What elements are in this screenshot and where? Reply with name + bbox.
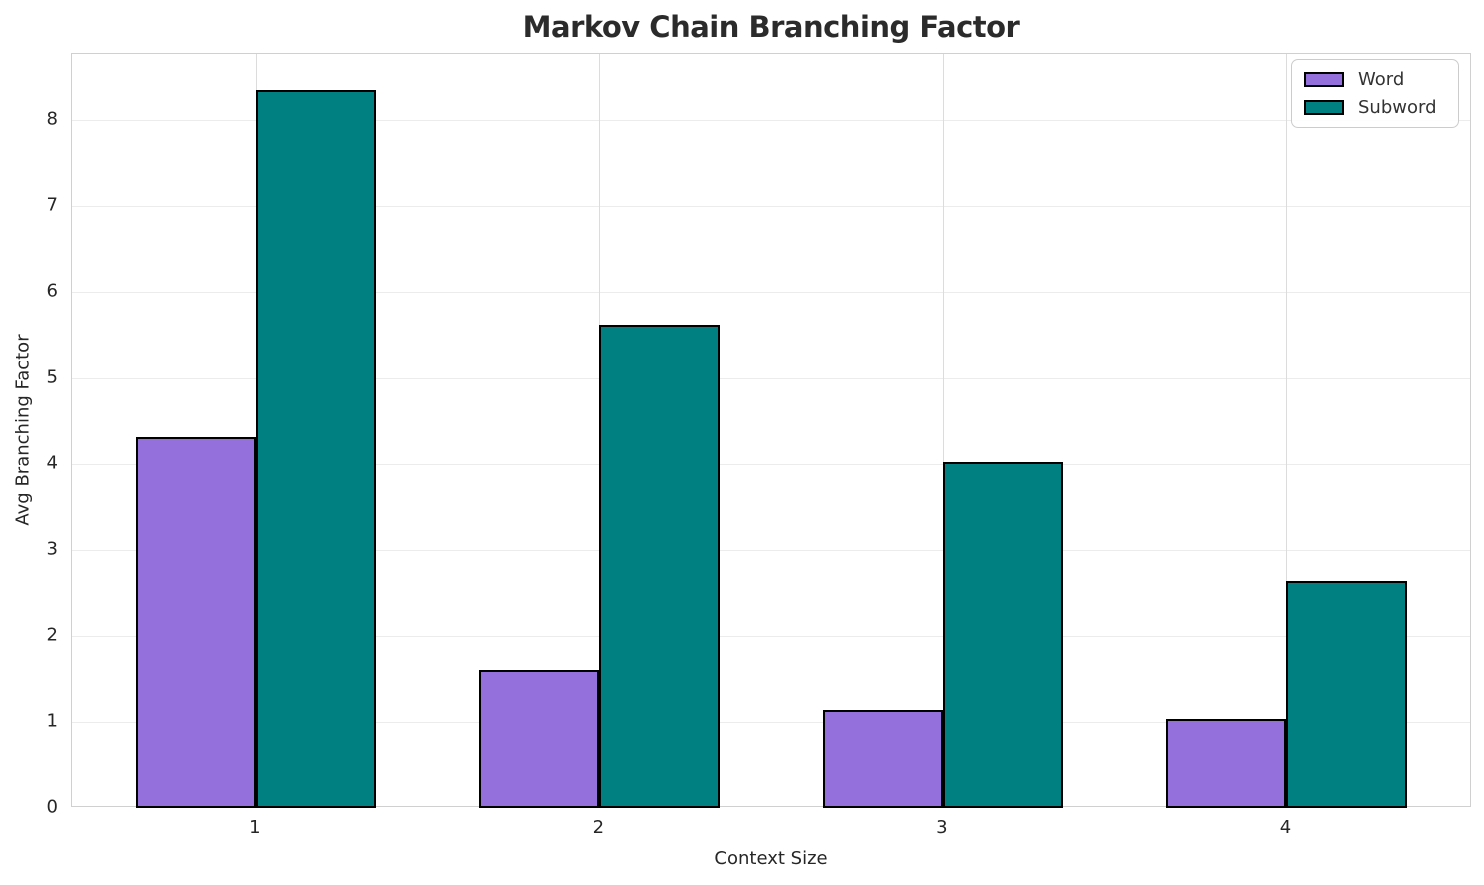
bar-word-x2 — [479, 670, 600, 808]
y-tick-label: 3 — [46, 538, 58, 560]
x-gridline — [1286, 54, 1288, 806]
y-gridline — [72, 206, 1470, 208]
bar-word-x1 — [135, 437, 256, 808]
bar-word-x4 — [1166, 719, 1287, 808]
bar-subword-x2 — [599, 324, 720, 808]
bar-word-x3 — [822, 709, 943, 808]
y-gridline — [72, 378, 1470, 380]
bar-subword-x1 — [255, 90, 377, 808]
legend-swatch-icon — [1304, 100, 1344, 115]
y-tick-label: 1 — [46, 710, 58, 732]
x-tick-label: 4 — [1279, 817, 1292, 838]
legend-label: Subword — [1358, 97, 1437, 118]
y-gridline — [72, 120, 1470, 122]
y-tick-label: 7 — [46, 194, 58, 216]
y-gridline — [72, 464, 1470, 466]
x-axis-label: Context Size — [714, 848, 828, 869]
legend-item: Word — [1304, 69, 1446, 90]
legend-swatch-icon — [1304, 72, 1344, 87]
y-gridline — [72, 550, 1470, 552]
legend-item: Subword — [1304, 97, 1446, 118]
y-tick-label: 5 — [46, 366, 58, 388]
bar-subword-x4 — [1286, 581, 1407, 808]
plot-area — [71, 53, 1471, 808]
y-axis-label: Avg Branching Factor — [12, 334, 34, 526]
chart-title: Markov Chain Branching Factor — [522, 10, 1020, 44]
legend: Word Subword — [1291, 59, 1459, 128]
legend-label: Word — [1358, 69, 1405, 90]
x-tick-label: 3 — [936, 817, 948, 838]
y-tick-label: 8 — [46, 108, 58, 130]
y-gridline — [72, 722, 1470, 724]
y-gridline — [72, 292, 1470, 294]
x-gridline — [942, 54, 944, 806]
y-tick-label: 0 — [46, 796, 58, 818]
bar-subword-x3 — [942, 462, 1064, 808]
y-gridline — [72, 636, 1470, 638]
y-tick-label: 6 — [46, 280, 58, 302]
y-tick-label: 2 — [46, 624, 58, 646]
x-tick-label: 1 — [249, 817, 261, 838]
y-tick-label: 4 — [46, 452, 58, 474]
x-tick-label: 2 — [592, 817, 605, 838]
